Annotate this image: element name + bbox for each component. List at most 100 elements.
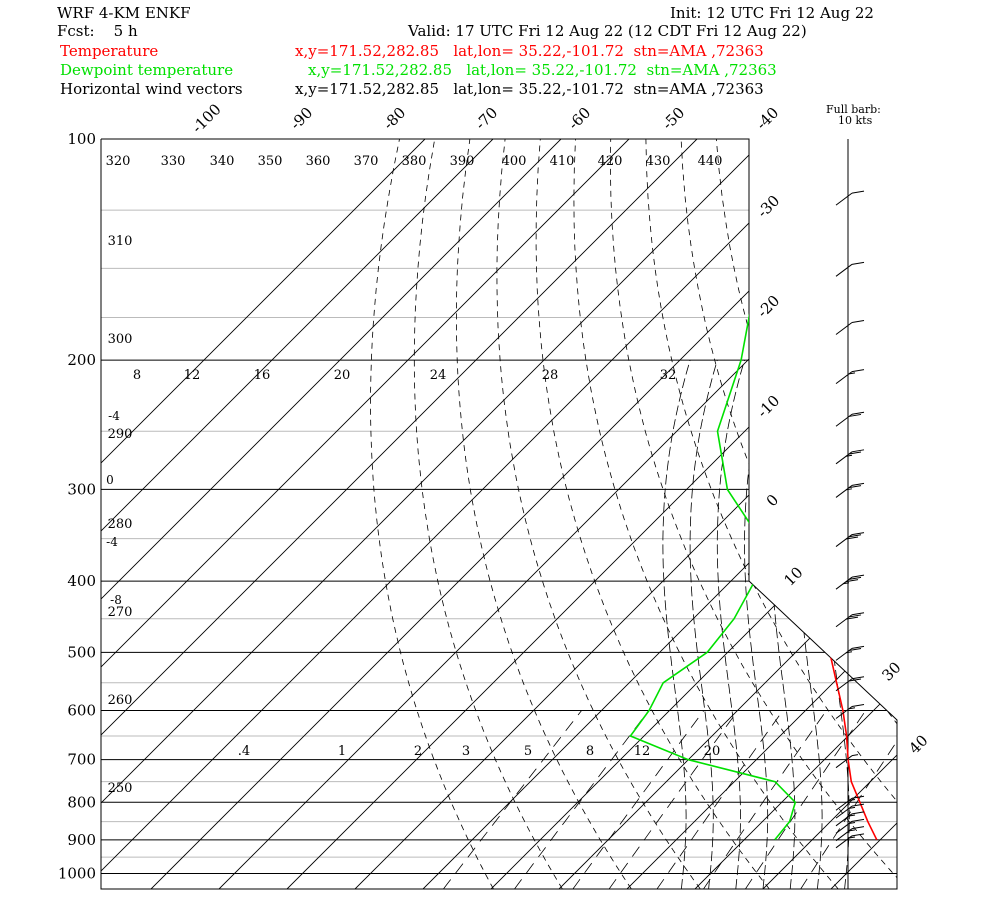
isotherm-line	[101, 139, 494, 889]
dry-adiabat-line	[535, 139, 770, 889]
theta-label: 270	[108, 605, 133, 620]
pressure-tick-label: 200	[67, 351, 96, 369]
theta-e-label: 8	[133, 368, 141, 383]
isotherm-tick-label: -20	[754, 292, 784, 322]
isotherm-line	[101, 139, 562, 889]
theta-e-label: 28	[542, 368, 559, 383]
moist-adiabat-line	[662, 359, 691, 889]
mixing-ratio-label: 20	[704, 744, 721, 759]
mixing-ratio-label: .4	[238, 744, 250, 759]
mixing-ratio-line	[572, 710, 705, 889]
isotherm-line	[286, 139, 897, 889]
mixing-ratio-line	[800, 710, 897, 889]
isotherm-tick-label: -70	[472, 104, 502, 134]
isotherm-tick-label: -30	[754, 192, 784, 222]
theta-label: 250	[108, 781, 133, 796]
wind-barb	[835, 319, 865, 335]
legend-wind-label: Horizontal wind vectors	[60, 80, 243, 98]
theta-label: 280	[108, 517, 133, 532]
pressure-tick-label: 900	[67, 831, 96, 849]
dry-adiabat-line	[609, 139, 897, 889]
isotherm-tick-label: 40	[905, 731, 931, 757]
mixing-ratio-label: 5	[524, 744, 532, 759]
isotherm-line	[150, 139, 897, 889]
dry-adiabat-line	[680, 139, 897, 889]
dry-adiabat-line	[891, 139, 897, 889]
theta-e-label: 16	[254, 368, 271, 383]
pressure-tick-label: 100	[67, 130, 96, 148]
theta-label: 340	[210, 154, 235, 169]
isotherm-tick-label: 30	[878, 658, 904, 684]
isotherm-line	[762, 139, 897, 889]
wind-barb	[835, 482, 865, 498]
valid-time: Valid: 17 UTC Fri 12 Aug 22 (12 CDT Fri …	[408, 22, 807, 40]
dry-adiabat-line	[856, 139, 897, 889]
dry-adiabat-line	[786, 139, 897, 889]
dry-adiabat-line	[963, 139, 1000, 889]
dry-adiabat-line	[928, 139, 1000, 889]
wind-barb	[835, 826, 865, 842]
wind-barb	[835, 190, 865, 206]
theta-label: 330	[161, 154, 186, 169]
theta-label: 390	[450, 154, 475, 169]
wind-barb	[835, 532, 865, 547]
wind-barb	[835, 369, 865, 385]
theta-label: 410	[550, 154, 575, 169]
dry-adiabat-line	[715, 139, 897, 889]
pressure-tick-label: 800	[67, 793, 96, 811]
isotherm-tick-label: 0	[763, 491, 782, 510]
wind-barb	[835, 803, 865, 819]
pressure-tick-label: 600	[67, 702, 96, 720]
isotherm-line	[101, 139, 834, 889]
legend-dewpoint-info: x,y=171.52,282.85 lat,lon= 35.22,-101.72…	[308, 61, 777, 79]
isotherm-line	[967, 139, 1000, 889]
theta-label: 300	[108, 332, 133, 347]
pressure-tick-label: 1000	[58, 864, 96, 882]
barb-key-line1: Full barb:	[826, 103, 881, 116]
theta-e-label: 12	[184, 368, 201, 383]
wind-barb	[835, 795, 865, 811]
moist-adiabat-line	[798, 359, 827, 889]
moist-adiabat-line	[716, 359, 745, 889]
theta-e-label: 24	[430, 368, 447, 383]
init-time: Init: 12 UTC Fri 12 Aug 22	[670, 4, 874, 22]
wind-barb	[835, 818, 865, 834]
wind-barb	[835, 261, 865, 277]
dewpoint-profile-line	[629, 139, 827, 841]
mixing-ratio-label: 1	[338, 744, 346, 759]
theta-label: 430	[646, 154, 671, 169]
mixing-ratio-label: 8	[586, 744, 594, 759]
theta-label: 260	[108, 693, 133, 708]
wetbulb-label: -8	[110, 593, 122, 607]
isotherm-line	[218, 139, 897, 889]
pressure-tick-label: 300	[67, 480, 96, 498]
wind-barb	[835, 645, 865, 661]
mixing-ratio-line	[443, 710, 582, 889]
legend-temperature-info: x,y=171.52,282.85 lat,lon= 35.22,-101.72…	[295, 42, 764, 60]
plot-frame	[100, 138, 898, 890]
isotherm-line	[354, 139, 897, 889]
mixing-ratio-line	[745, 710, 867, 889]
wind-barb	[835, 811, 865, 827]
dry-adiabat-line	[573, 139, 839, 889]
mixing-ratio-label: 12	[634, 744, 651, 759]
theta-label: 320	[106, 154, 131, 169]
isotherm-tick-label: 10	[780, 563, 806, 589]
wind-barb	[835, 833, 865, 849]
dry-adiabat-line	[413, 139, 563, 889]
legend-wind-info: x,y=171.52,282.85 lat,lon= 35.22,-101.72…	[295, 80, 764, 98]
dry-adiabat-line	[496, 139, 701, 889]
wind-barb	[835, 411, 865, 427]
isotherm-tick-label: -10	[754, 392, 784, 422]
isotherm-tick-label: -40	[753, 104, 783, 134]
isotherm-line	[490, 139, 897, 889]
isotherm-line	[694, 139, 897, 889]
barb-key-line2: 10 kts	[838, 114, 873, 127]
theta-label: 440	[698, 154, 723, 169]
mixing-ratio-label: 2	[414, 744, 422, 759]
isotherm-line	[101, 139, 766, 889]
wetbulb-label: -4	[108, 409, 120, 423]
mixing-ratio-line	[608, 710, 739, 889]
model-title: WRF 4-KM ENKF	[57, 4, 191, 22]
